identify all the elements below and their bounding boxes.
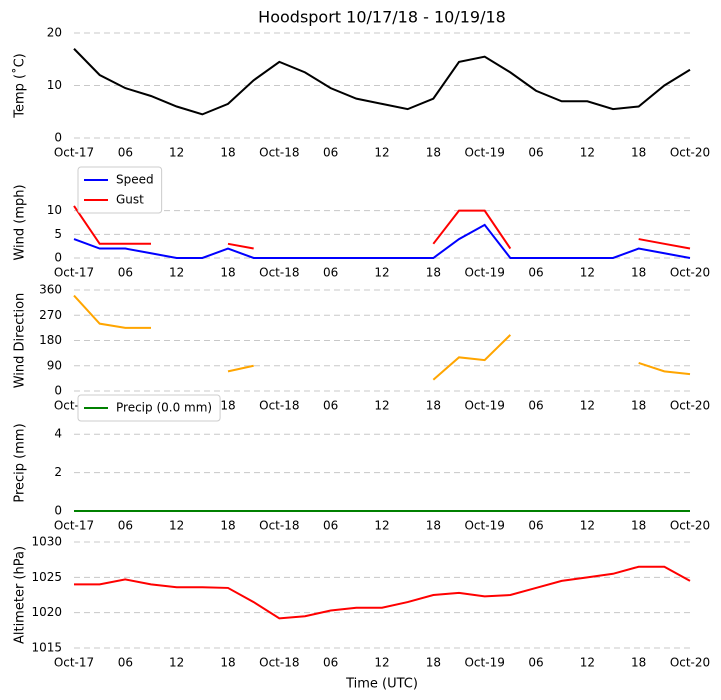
y-tick-label: 5: [54, 227, 62, 241]
x-tick-label: Oct-20: [670, 266, 710, 280]
y-tick-label: 10: [47, 78, 62, 92]
x-tick-label: 06: [323, 266, 338, 280]
x-tick-label: Oct-18: [259, 399, 299, 413]
x-tick-label: Oct-18: [259, 656, 299, 670]
y-tick-label: 1030: [31, 535, 62, 549]
x-tick-label: Oct-18: [259, 519, 299, 533]
x-tick-label: 06: [528, 519, 543, 533]
x-tick-label: Oct-19: [464, 656, 504, 670]
y-axis-label: Wind (mph): [13, 184, 28, 260]
x-tick-label: 06: [528, 656, 543, 670]
y-tick-label: 360: [39, 283, 62, 297]
y-tick-label: 2: [54, 465, 62, 479]
x-tick-label: Oct-17: [54, 656, 94, 670]
x-tick-label: 18: [426, 146, 441, 160]
x-tick-label: 12: [580, 519, 595, 533]
x-tick-label: 12: [374, 399, 389, 413]
x-tick-label: 06: [323, 656, 338, 670]
y-tick-label: 0: [54, 504, 62, 518]
x-tick-label: 18: [631, 399, 646, 413]
x-tick-label: 18: [631, 656, 646, 670]
y-axis-label: Precip (mm): [13, 423, 28, 502]
x-tick-label: 06: [528, 266, 543, 280]
legend-label: Speed: [116, 173, 154, 187]
x-tick-label: 06: [528, 146, 543, 160]
x-axis-label: Time (UTC): [345, 677, 418, 692]
x-tick-label: Oct-17: [54, 146, 94, 160]
series-line: [73, 223, 691, 259]
x-tick-label: Oct-20: [670, 146, 710, 160]
x-tick-label: 06: [118, 146, 133, 160]
x-tick-label: 12: [169, 519, 184, 533]
x-tick-label: 18: [220, 519, 235, 533]
legend: [77, 166, 163, 214]
x-tick-label: 12: [374, 519, 389, 533]
y-axis-label: Altimeter (hPa): [13, 546, 28, 644]
x-tick-label: 18: [426, 399, 441, 413]
series-line: [74, 565, 691, 620]
legend: [77, 394, 221, 422]
x-tick-label: 18: [631, 519, 646, 533]
x-tick-label: Oct-18: [259, 266, 299, 280]
x-tick-label: 18: [631, 146, 646, 160]
x-tick-label: 18: [220, 656, 235, 670]
x-tick-label: 18: [220, 399, 235, 413]
y-axis-label: Wind Direction: [13, 293, 28, 389]
x-tick-label: 06: [528, 399, 543, 413]
y-tick-label: 10: [47, 203, 62, 217]
y-tick-label: 1025: [31, 570, 62, 584]
x-tick-label: 12: [580, 399, 595, 413]
series-line: [73, 294, 691, 381]
legend-label: Precip (0.0 mm): [116, 401, 212, 415]
y-tick-label: 1020: [31, 605, 62, 619]
x-tick-label: 12: [374, 266, 389, 280]
x-tick-label: 18: [426, 656, 441, 670]
y-tick-label: 4: [54, 427, 62, 441]
x-tick-label: 18: [631, 266, 646, 280]
x-tick-label: 06: [323, 146, 338, 160]
x-tick-label: 06: [118, 266, 133, 280]
x-tick-label: Oct-19: [464, 146, 504, 160]
x-tick-label: Oct-19: [464, 399, 504, 413]
y-tick-label: 90: [47, 358, 62, 372]
y-tick-label: 270: [39, 308, 62, 322]
x-tick-label: 12: [169, 146, 184, 160]
y-tick-label: 180: [39, 333, 62, 347]
chart-title: Hoodsport 10/17/18 - 10/19/18: [258, 8, 506, 27]
x-tick-label: 18: [426, 519, 441, 533]
x-tick-label: Oct-19: [464, 519, 504, 533]
x-tick-label: 12: [580, 266, 595, 280]
x-tick-label: 18: [220, 146, 235, 160]
x-tick-label: 12: [169, 266, 184, 280]
x-tick-label: Oct-18: [259, 146, 299, 160]
series-line: [73, 205, 691, 250]
x-tick-label: 12: [374, 146, 389, 160]
x-tick-label: 06: [323, 519, 338, 533]
x-tick-label: 18: [426, 266, 441, 280]
legend-label: Gust: [116, 193, 144, 207]
x-tick-label: 12: [169, 656, 184, 670]
series-line: [73, 48, 691, 116]
x-tick-label: 12: [580, 656, 595, 670]
x-tick-label: Oct-19: [464, 266, 504, 280]
y-tick-label: 0: [54, 384, 62, 398]
x-tick-label: 06: [118, 519, 133, 533]
y-axis-label: Temp (˚C): [12, 53, 28, 119]
x-tick-label: 12: [580, 146, 595, 160]
x-tick-label: Oct-20: [670, 399, 710, 413]
y-tick-label: 20: [47, 26, 62, 40]
x-tick-label: Oct-17: [54, 266, 94, 280]
x-tick-label: Oct-17: [54, 519, 94, 533]
y-tick-label: 0: [54, 251, 62, 265]
x-tick-label: Oct-20: [670, 656, 710, 670]
x-tick-label: Oct-20: [670, 519, 710, 533]
x-tick-label: 06: [323, 399, 338, 413]
y-tick-label: 0: [54, 131, 62, 145]
y-tick-label: 1015: [31, 641, 62, 655]
x-tick-label: 06: [118, 656, 133, 670]
x-tick-label: 12: [374, 656, 389, 670]
x-tick-label: 18: [220, 266, 235, 280]
